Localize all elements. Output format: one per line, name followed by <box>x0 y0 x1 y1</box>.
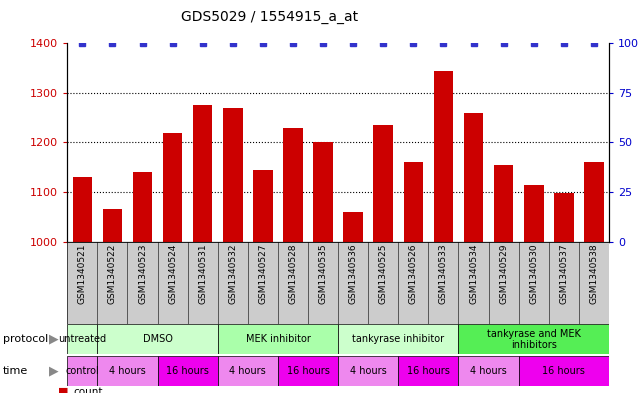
Text: 4 hours: 4 hours <box>470 366 507 376</box>
Bar <box>97 324 218 354</box>
Text: GSM1340534: GSM1340534 <box>469 243 478 304</box>
Text: ▶: ▶ <box>49 364 59 377</box>
Bar <box>218 324 338 354</box>
Bar <box>344 212 363 242</box>
Text: GSM1340528: GSM1340528 <box>288 243 297 304</box>
Bar <box>103 209 122 242</box>
Text: MEK inhibitor: MEK inhibitor <box>246 334 310 344</box>
Text: GSM1340538: GSM1340538 <box>590 243 599 304</box>
Bar <box>458 324 609 354</box>
Bar <box>338 356 398 386</box>
Bar <box>434 70 453 242</box>
Bar <box>398 356 458 386</box>
Text: untreated: untreated <box>58 334 106 344</box>
Text: ▶: ▶ <box>49 333 59 346</box>
Text: GSM1340525: GSM1340525 <box>379 243 388 304</box>
Bar <box>519 356 609 386</box>
Bar <box>338 324 458 354</box>
Bar <box>218 356 278 386</box>
Bar <box>67 356 97 386</box>
Bar <box>163 132 183 242</box>
Bar <box>283 128 303 242</box>
Bar <box>158 356 218 386</box>
Text: count: count <box>74 387 103 393</box>
Text: protocol: protocol <box>3 334 49 344</box>
Text: time: time <box>3 366 28 376</box>
Text: GSM1340532: GSM1340532 <box>228 243 237 304</box>
Text: GSM1340530: GSM1340530 <box>529 243 538 304</box>
Text: 4 hours: 4 hours <box>229 366 266 376</box>
Text: GSM1340531: GSM1340531 <box>198 243 207 304</box>
Text: GSM1340536: GSM1340536 <box>349 243 358 304</box>
Bar <box>223 108 242 242</box>
Bar <box>278 356 338 386</box>
Text: GSM1340526: GSM1340526 <box>409 243 418 304</box>
Bar <box>374 125 393 242</box>
Bar <box>313 142 333 242</box>
Bar <box>67 324 97 354</box>
Text: 16 hours: 16 hours <box>287 366 329 376</box>
Text: GSM1340533: GSM1340533 <box>439 243 448 304</box>
Text: ■: ■ <box>58 387 68 393</box>
Text: GDS5029 / 1554915_a_at: GDS5029 / 1554915_a_at <box>181 10 358 24</box>
Text: GSM1340529: GSM1340529 <box>499 243 508 304</box>
Text: GSM1340527: GSM1340527 <box>258 243 267 304</box>
Bar <box>133 172 153 242</box>
Bar <box>72 177 92 242</box>
Bar <box>463 113 483 242</box>
Bar <box>97 356 158 386</box>
Bar <box>584 162 604 242</box>
Text: DMSO: DMSO <box>143 334 172 344</box>
Text: GSM1340537: GSM1340537 <box>560 243 569 304</box>
Bar <box>524 185 544 242</box>
Text: 16 hours: 16 hours <box>166 366 209 376</box>
Text: 4 hours: 4 hours <box>350 366 387 376</box>
Text: GSM1340524: GSM1340524 <box>168 243 177 304</box>
Text: GSM1340523: GSM1340523 <box>138 243 147 304</box>
Bar <box>67 242 609 324</box>
Text: tankyrase and MEK
inhibitors: tankyrase and MEK inhibitors <box>487 329 581 350</box>
Bar <box>494 165 513 242</box>
Bar <box>193 105 213 242</box>
Text: GSM1340535: GSM1340535 <box>319 243 328 304</box>
Bar <box>253 170 272 242</box>
Bar <box>554 193 574 242</box>
Text: 16 hours: 16 hours <box>407 366 450 376</box>
Text: control: control <box>65 366 99 376</box>
Text: GSM1340521: GSM1340521 <box>78 243 87 304</box>
Text: 16 hours: 16 hours <box>542 366 585 376</box>
Bar <box>404 162 423 242</box>
Bar <box>458 356 519 386</box>
Text: GSM1340522: GSM1340522 <box>108 243 117 304</box>
Text: tankyrase inhibitor: tankyrase inhibitor <box>353 334 444 344</box>
Text: 4 hours: 4 hours <box>109 366 146 376</box>
